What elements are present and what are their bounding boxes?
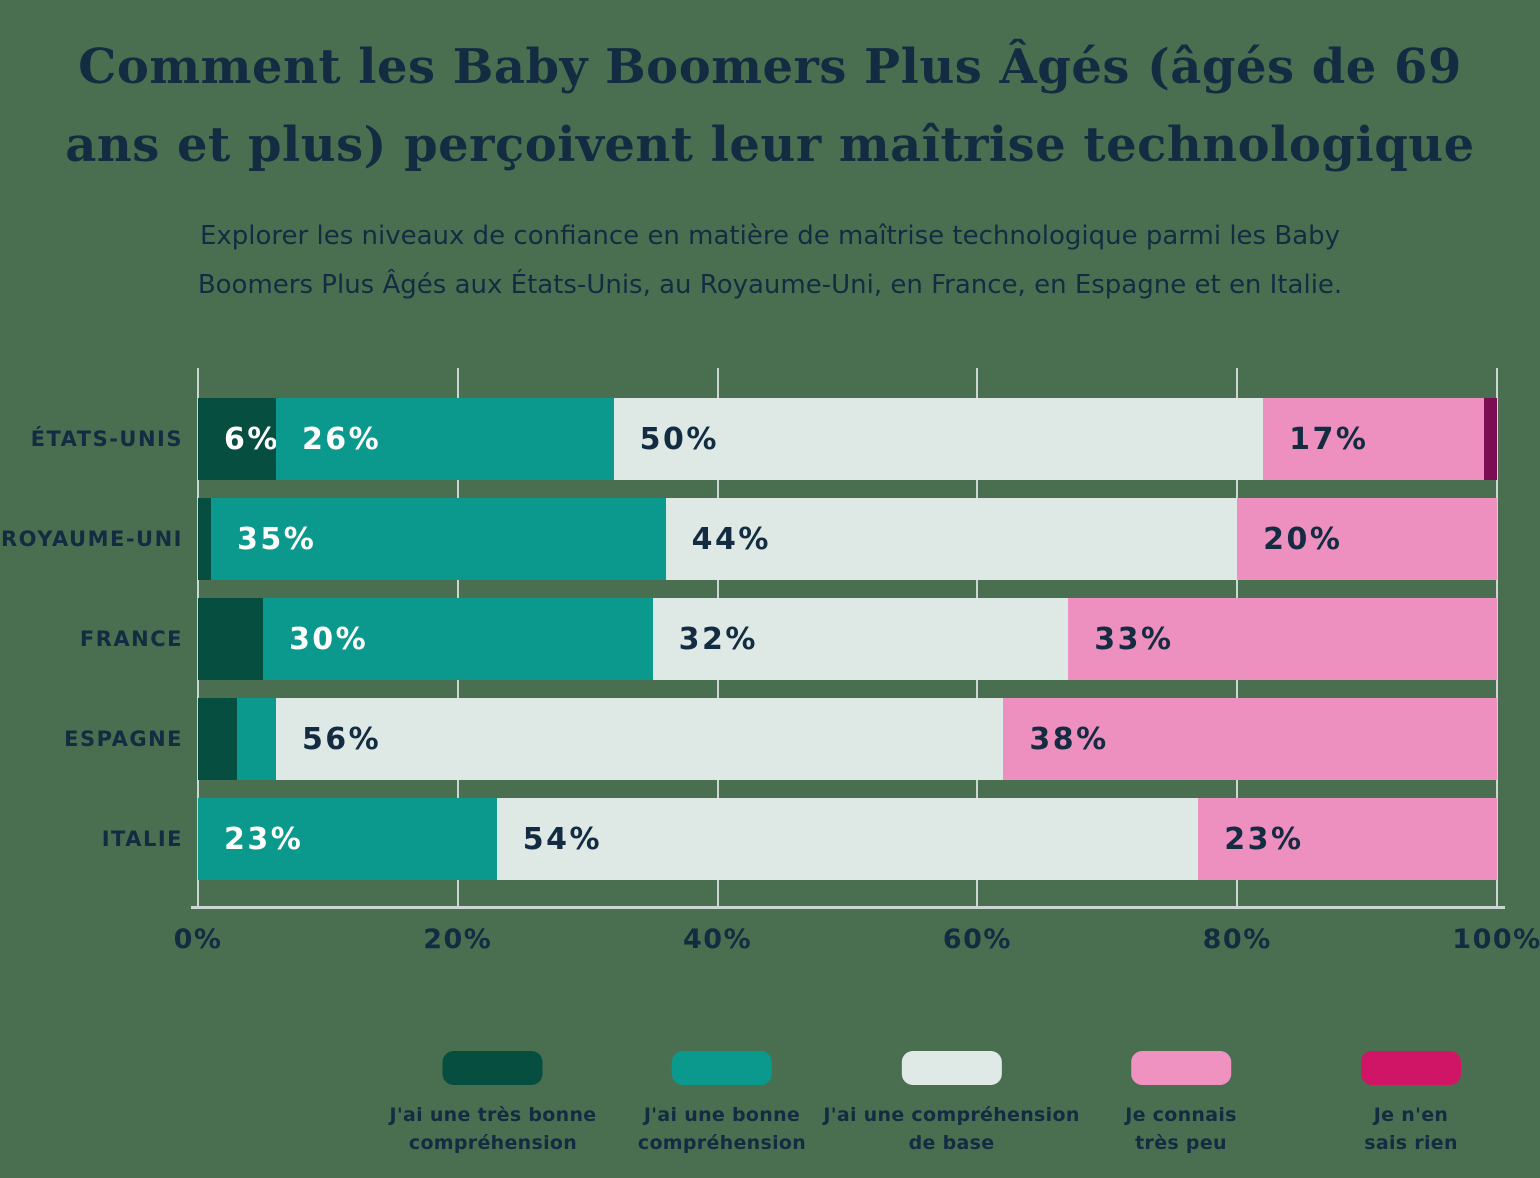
bar-segment: 44% xyxy=(665,498,1238,580)
bar-value-label: 6% xyxy=(224,421,280,457)
bar-segment: 23% xyxy=(1198,798,1497,880)
x-tick-label: 100% xyxy=(1452,924,1540,955)
legend-item: J'ai une très bonne compréhension xyxy=(390,1051,597,1157)
gridline xyxy=(1496,368,1498,907)
legend-label: J'ai une bonne xyxy=(643,1104,801,1126)
category-label: ITALIE xyxy=(101,827,183,851)
legend-label: Je n'en xyxy=(1373,1104,1449,1126)
bar-row: 30% 32% 33% xyxy=(198,598,1497,680)
bar-segment: 56% xyxy=(275,698,1004,780)
bar-value-label: 26% xyxy=(301,421,382,457)
page-title-line-2: ans et plus) perçoivent leur maîtrise te… xyxy=(65,117,1475,173)
bar-row: 56% 38% xyxy=(198,698,1497,780)
bar-segment: 17% xyxy=(1263,398,1484,480)
bar-value-label: 33% xyxy=(1094,621,1174,657)
legend-label: sais rien xyxy=(1364,1132,1458,1154)
legend-swatch xyxy=(672,1051,772,1085)
legend-label: compréhension xyxy=(637,1132,807,1154)
legend-label: J'ai une très bonne xyxy=(389,1104,597,1126)
bar-segment: 33% xyxy=(1068,598,1497,680)
bar-segment: 6% xyxy=(198,398,277,480)
x-tick-label: 20% xyxy=(423,924,493,955)
bar-value-label: 35% xyxy=(236,521,317,557)
bar-row: 23% 54% 23% xyxy=(198,798,1497,880)
bar-segment xyxy=(198,698,237,780)
page-subtitle-line-1: Explorer les niveaux de confiance en mat… xyxy=(199,221,1341,251)
x-tick-label: 40% xyxy=(683,924,753,955)
legend-item: Je n'en sais rien xyxy=(1361,1051,1461,1157)
bar-value-label: 23% xyxy=(224,821,304,857)
bar-segment xyxy=(198,598,263,680)
bar-segment: 23% xyxy=(198,798,497,880)
bar-value-label: 44% xyxy=(691,521,771,557)
legend-item: J'ai une compréhension de base xyxy=(823,1051,1079,1157)
bar-segment: 30% xyxy=(262,598,653,680)
x-tick-label: 0% xyxy=(173,924,223,955)
page-title: Comment les Baby Boomers Plus Âgés (âgés… xyxy=(0,28,1540,184)
bar-segment: 54% xyxy=(496,798,1199,880)
category-label: ESPAGNE xyxy=(64,727,183,751)
legend-swatch xyxy=(1361,1051,1461,1085)
bar-value-label: 38% xyxy=(1029,721,1109,757)
legend-label: Je connais xyxy=(1125,1104,1237,1126)
legend-item: J'ai une bonne compréhension xyxy=(638,1051,806,1157)
bar-segment: 32% xyxy=(652,598,1069,680)
category-label: ÉTATS-UNIS xyxy=(30,427,183,451)
bar-segment: 35% xyxy=(210,498,666,580)
bar-segment: 50% xyxy=(613,398,1264,480)
bar-segment: 20% xyxy=(1237,498,1497,580)
bar-segment: 26% xyxy=(275,398,614,480)
legend-swatch xyxy=(442,1051,543,1085)
legend-swatch xyxy=(901,1051,1002,1085)
bar-row: 35% 44% 20% xyxy=(198,498,1497,580)
legend-item: Je connais très peu xyxy=(1125,1051,1237,1157)
page-subtitle-line-2: Boomers Plus Âgés aux États-Unis, au Roy… xyxy=(197,270,1343,300)
bar-row: 6% 26% 50% 17% xyxy=(198,398,1497,480)
legend-label: de base xyxy=(908,1132,995,1154)
bar-segment xyxy=(198,498,211,580)
bar-value-label: 20% xyxy=(1263,521,1343,557)
bar-value-label: 23% xyxy=(1224,821,1304,857)
page-subtitle: Explorer les niveaux de confiance en mat… xyxy=(70,212,1470,310)
bar-value-label: 50% xyxy=(639,421,719,457)
category-label: FRANCE xyxy=(79,627,183,651)
legend-label: compréhension xyxy=(408,1132,578,1154)
legend-label: très peu xyxy=(1135,1132,1227,1154)
page-title-line-1: Comment les Baby Boomers Plus Âgés (âgés… xyxy=(78,39,1462,95)
x-tick-label: 60% xyxy=(942,924,1012,955)
legend-swatch xyxy=(1131,1051,1231,1085)
bar-segment xyxy=(236,698,276,780)
bar-value-label: 56% xyxy=(301,721,382,757)
x-axis-baseline xyxy=(191,906,1505,909)
category-label: ROYAUME-UNI xyxy=(0,527,183,551)
bar-segment: 38% xyxy=(1003,698,1497,780)
bar-value-label: 30% xyxy=(288,621,369,657)
bar-segment xyxy=(1484,398,1497,480)
bar-value-label: 54% xyxy=(522,821,603,857)
bar-value-label: 32% xyxy=(678,621,758,657)
legend-label: J'ai une compréhension xyxy=(823,1104,1080,1126)
x-tick-label: 80% xyxy=(1202,924,1272,955)
bar-value-label: 17% xyxy=(1289,421,1369,457)
